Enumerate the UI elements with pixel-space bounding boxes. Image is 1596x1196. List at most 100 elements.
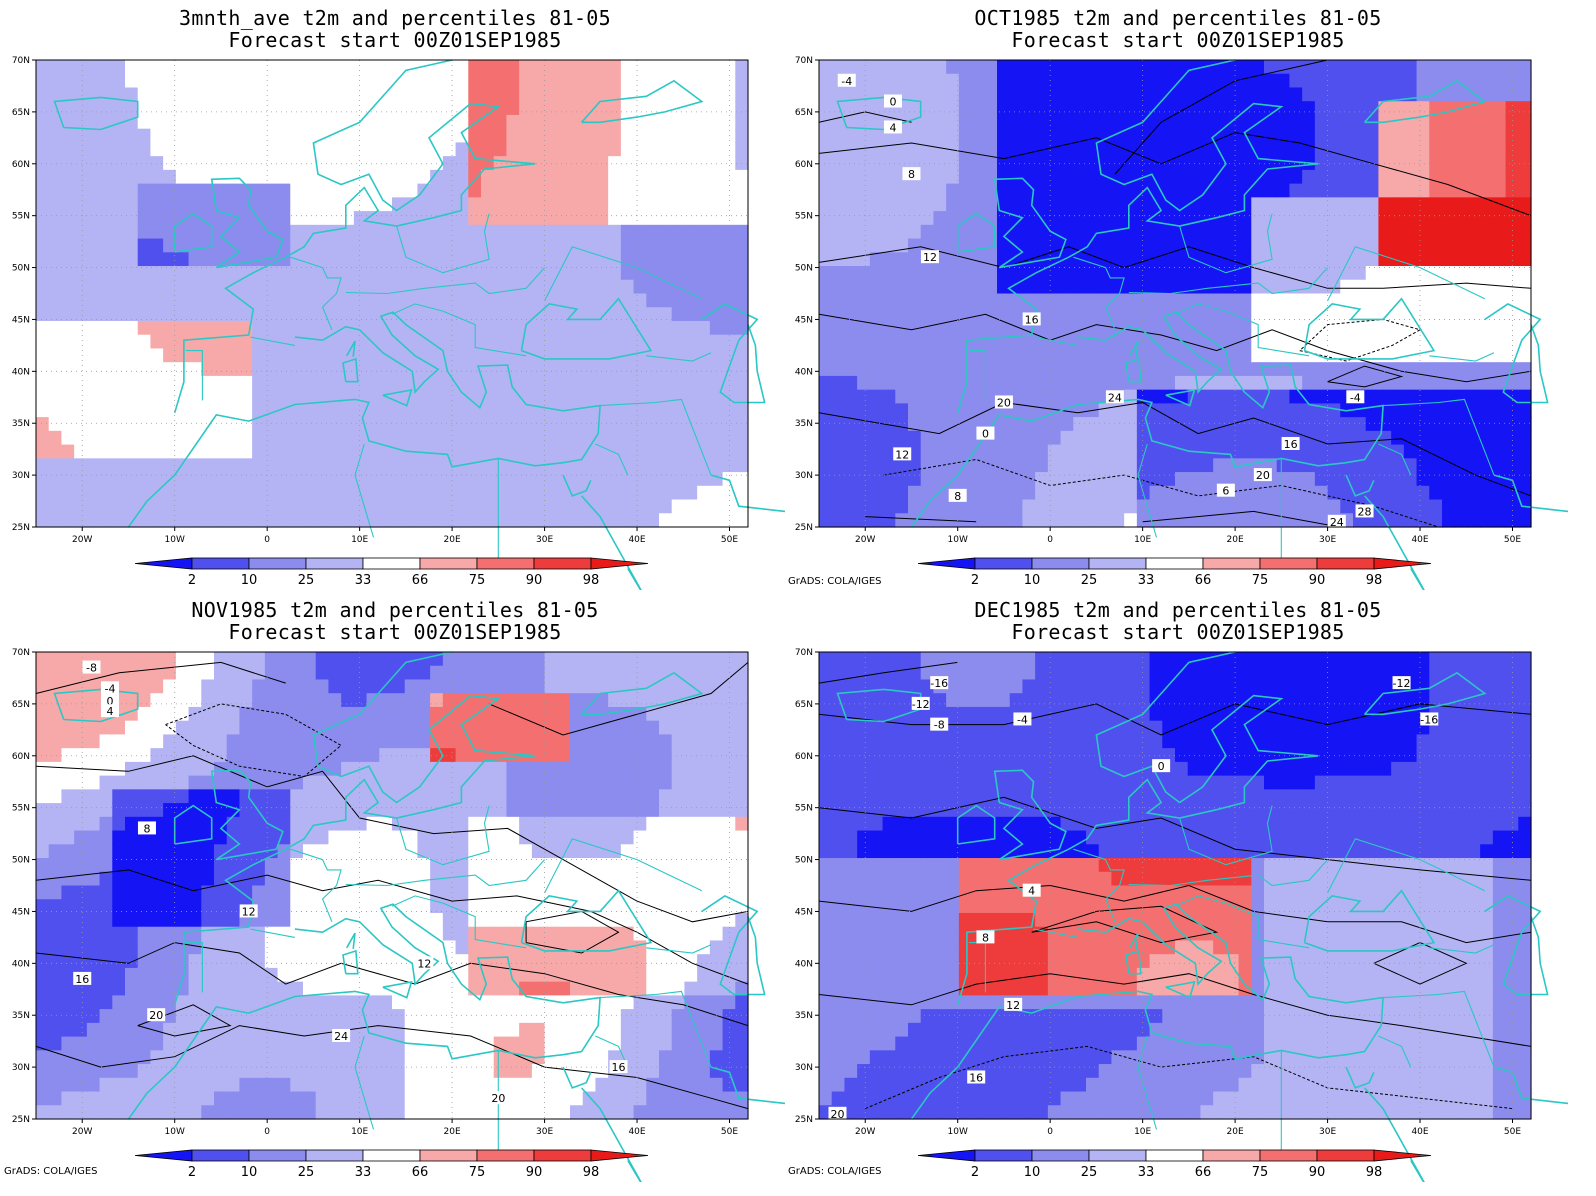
field-cell: [277, 458, 291, 473]
field-cell: [722, 499, 736, 514]
field-cell: [201, 858, 215, 873]
field-cell: [290, 858, 304, 873]
field-cell: [481, 266, 495, 281]
field-cell: [958, 472, 973, 487]
field-cell: [493, 60, 508, 75]
field-cell: [1225, 101, 1240, 116]
field-cell: [1060, 156, 1074, 171]
field-cell: [1009, 183, 1024, 198]
field-cell: [1225, 513, 1240, 528]
field-cell: [36, 60, 50, 75]
field-cell: [315, 665, 330, 681]
field-cell: [36, 748, 50, 763]
field-cell: [163, 789, 177, 804]
field-cell: [315, 430, 330, 446]
field-cell: [74, 899, 88, 914]
field-cell: [239, 444, 253, 459]
field-cell: [697, 458, 711, 473]
field-cell: [48, 211, 63, 226]
field-cell: [659, 430, 673, 446]
field-cell: [150, 293, 164, 308]
field-cell: [163, 499, 177, 514]
field-cell: [844, 499, 858, 514]
field-cell: [150, 734, 164, 749]
field-cell: [1276, 60, 1291, 75]
field-cell: [417, 320, 431, 336]
field-cell: [984, 266, 998, 281]
field-cell: [1136, 430, 1151, 446]
field-cell: [1225, 224, 1240, 240]
field-cell: [455, 224, 469, 240]
field-cell: [1353, 114, 1367, 130]
field-cell: [1047, 417, 1062, 432]
field-cell: [455, 348, 469, 363]
field-cell: [519, 60, 533, 75]
field-cell: [1098, 320, 1113, 336]
field-cell: [277, 967, 291, 983]
field-cell: [303, 238, 317, 253]
field-cell: [48, 652, 63, 667]
field-cell: [252, 183, 266, 198]
field-cell: [48, 1036, 63, 1051]
field-cell: [226, 169, 241, 185]
contour-label-bg: [893, 447, 912, 461]
field-cell: [366, 73, 380, 89]
field-cell: [99, 238, 113, 253]
field-cell: [455, 417, 469, 432]
field-cell: [1480, 142, 1494, 157]
field-cell: [971, 513, 985, 528]
field-cell: [379, 169, 393, 185]
coastline: [127, 311, 601, 528]
field-cell: [226, 197, 241, 212]
field-cell: [125, 1022, 139, 1038]
field-cell: [1200, 389, 1214, 404]
field-cell: [1086, 444, 1100, 459]
field-cell: [1225, 197, 1240, 212]
field-cell: [150, 472, 164, 487]
field-cell: [277, 665, 291, 681]
field-cell: [353, 430, 368, 446]
field-cell: [252, 320, 266, 336]
field-cell: [946, 389, 960, 404]
field-cell: [1022, 513, 1036, 528]
field-cell: [1124, 73, 1138, 89]
field-cell: [1060, 472, 1074, 487]
field-cell: [709, 389, 724, 404]
field-cell: [86, 940, 101, 955]
field-cell: [1086, 73, 1100, 89]
field-cell: [392, 252, 406, 267]
field-cell: [61, 183, 75, 198]
field-cell: [946, 183, 960, 198]
legend-label: 75: [1252, 573, 1269, 588]
field-cell: [1314, 252, 1329, 267]
contour-label: 16: [1025, 313, 1039, 326]
field-cell: [1454, 238, 1469, 253]
field-cell: [659, 238, 673, 253]
field-cell: [48, 981, 63, 996]
field-cell: [857, 458, 871, 473]
field-cell: [519, 334, 533, 350]
field-cell: [277, 307, 291, 322]
field-cell: [1213, 197, 1227, 212]
field-cell: [633, 362, 647, 377]
field-cell: [353, 652, 368, 667]
field-cell: [1162, 128, 1176, 144]
field-cell: [442, 513, 457, 528]
field-cell: [1467, 128, 1481, 144]
field-cell: [201, 679, 215, 694]
field-cell: [570, 430, 584, 446]
field-cell: [531, 444, 546, 459]
field-cell: [315, 458, 330, 473]
field-cell: [353, 803, 368, 818]
field-cell: [659, 252, 673, 267]
field-cell: [1492, 114, 1507, 130]
field-cell: [226, 472, 241, 487]
field-cell: [1365, 142, 1380, 157]
field-cell: [1302, 279, 1316, 295]
field-cell: [735, 403, 749, 418]
field-cell: [1009, 169, 1024, 185]
field-cell: [697, 362, 711, 377]
field-cell: [74, 389, 88, 404]
field-cell: [137, 417, 152, 432]
contour-label-bg: [1216, 483, 1235, 497]
